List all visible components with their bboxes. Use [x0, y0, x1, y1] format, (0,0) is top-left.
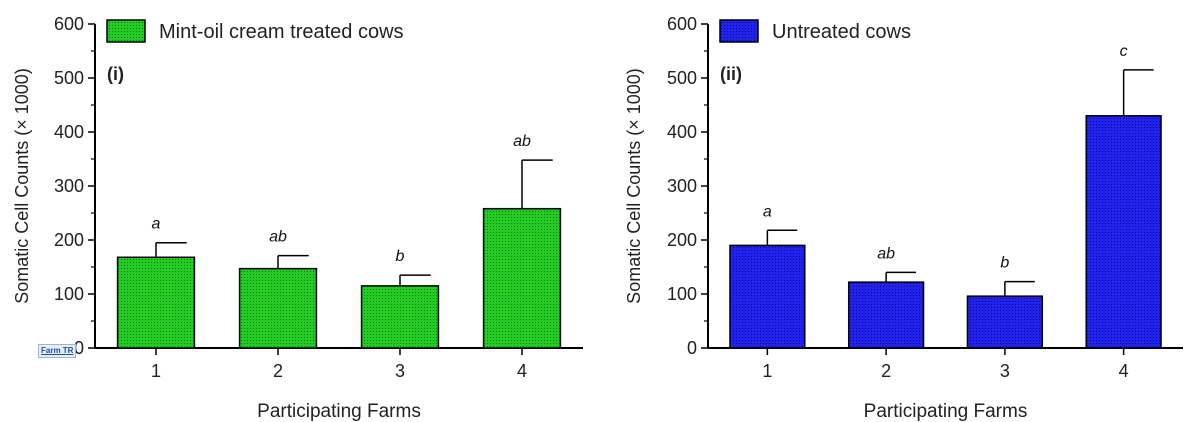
x-tick-label: 3	[1000, 361, 1010, 381]
x-axis-title: Participating Farms	[257, 401, 421, 422]
significance-label: b	[396, 248, 405, 265]
x-tick-label: 4	[517, 361, 527, 381]
legend-label: Untreated cows	[772, 21, 911, 43]
y-tick-label: 0	[687, 338, 697, 358]
x-tick-label: 1	[762, 361, 772, 381]
y-tick-label: 100	[54, 284, 84, 304]
y-tick-label: 600	[54, 14, 84, 34]
bar-farm-3	[360, 285, 440, 349]
x-tick-label: 2	[881, 361, 891, 381]
x-tick-label: 2	[273, 361, 283, 381]
x-axis-title: Participating Farms	[864, 401, 1028, 422]
significance-label: ab	[269, 229, 287, 246]
chart-panel-2: 0 100 200 300 400 500 600 1 a 2 ab 3 b 4 c Participatin…	[624, 14, 1183, 422]
y-tick-label: 600	[667, 14, 697, 34]
significance-label: c	[1120, 43, 1128, 60]
y-axis-title: Somatic Cell Counts (× 1000)	[624, 68, 644, 304]
bar-farm-2	[238, 267, 318, 349]
x-tick-label: 1	[151, 361, 161, 381]
y-tick-label: 400	[667, 122, 697, 142]
y-tick-label: 200	[54, 230, 84, 250]
y-tick-label: 0	[74, 338, 84, 358]
y-tick-label: 200	[667, 230, 697, 250]
significance-label: a	[152, 216, 161, 233]
y-tick-label: 500	[54, 68, 84, 88]
bar-farm-1	[729, 244, 806, 349]
panel-label: (ii)	[720, 64, 742, 84]
x-tick-label: 3	[395, 361, 405, 381]
legend-swatch	[106, 19, 146, 43]
bar-farm-3	[966, 295, 1044, 349]
significance-label: ab	[877, 245, 895, 262]
bar-farm-2	[847, 281, 925, 349]
significance-label: ab	[513, 133, 531, 150]
panel-label: (i)	[107, 64, 124, 84]
chart-panel-1: 0 100 200 300 400 500 600 1 a 2 ab 3 b 4 ab Participati…	[12, 14, 583, 422]
significance-label: b	[1000, 255, 1009, 272]
y-tick-label: 300	[667, 176, 697, 196]
y-axis-title: Somatic Cell Counts (× 1000)	[12, 68, 32, 304]
legend-swatch	[719, 19, 759, 43]
farm-tag[interactable]: Farm TR	[38, 344, 77, 358]
bar-farm-1	[116, 256, 196, 349]
bar-farm-4	[482, 207, 562, 349]
y-tick-label: 300	[54, 176, 84, 196]
bar-farm-4	[1085, 115, 1162, 349]
legend-label: Mint-oil cream treated cows	[159, 21, 404, 43]
y-tick-label: 100	[667, 284, 697, 304]
x-tick-label: 4	[1119, 361, 1129, 381]
y-tick-label: 500	[667, 68, 697, 88]
y-tick-label: 400	[54, 122, 84, 142]
significance-label: a	[763, 203, 772, 220]
